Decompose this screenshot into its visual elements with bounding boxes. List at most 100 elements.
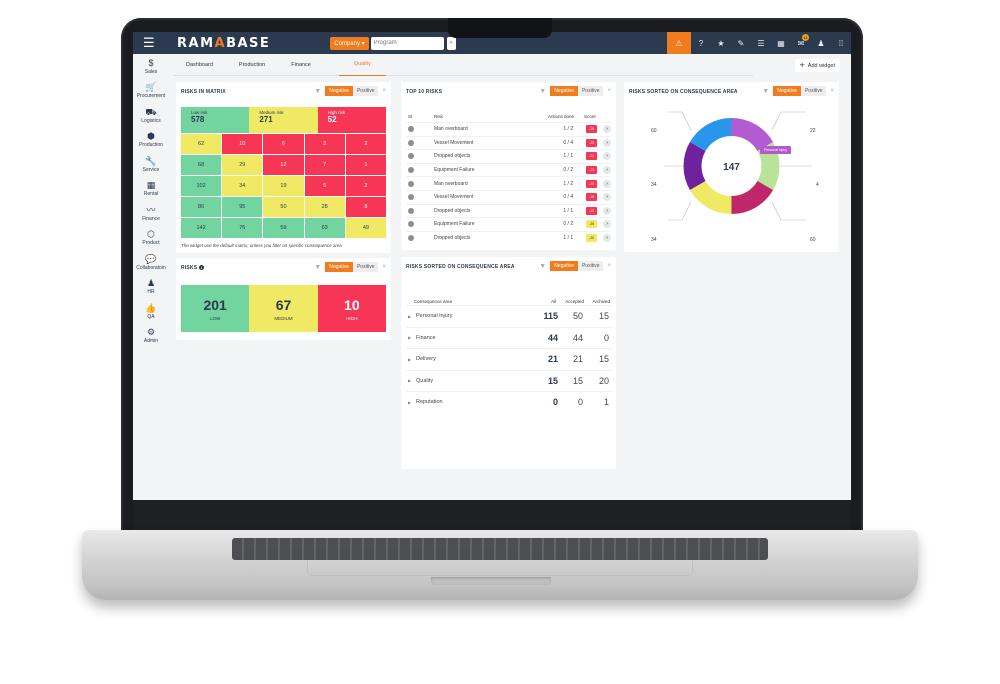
expand-triangle-icon[interactable]: ▶ <box>408 335 412 341</box>
matrix-cell[interactable]: 3 <box>304 134 345 154</box>
matrix-cell[interactable]: 19 <box>263 176 304 196</box>
matrix-cell[interactable]: 59 <box>263 218 304 238</box>
expand-triangle-icon[interactable]: ▶ <box>408 313 412 319</box>
table-row[interactable]: ▶ Personal injury 115 50 15 <box>406 305 611 327</box>
donut-slice[interactable] <box>757 142 780 190</box>
menu-icon[interactable]: ☰ <box>143 35 155 50</box>
filter-icon[interactable]: ▼ <box>314 263 322 271</box>
tab-dashboard[interactable]: Dashboard <box>186 61 213 68</box>
matrix-cell[interactable]: 142 <box>181 218 222 238</box>
chevron-right-icon[interactable]: › <box>603 193 611 202</box>
list-icon[interactable]: ☰ <box>757 38 765 48</box>
table-row[interactable]: Equipment Failure 0 / 2 -23 › <box>406 162 611 177</box>
matrix-cell[interactable]: 2 <box>345 176 386 196</box>
sidebar-item-finance[interactable]: 〰 Finance <box>142 204 160 222</box>
donut-svg[interactable] <box>624 102 839 247</box>
chevron-right-icon[interactable]: › <box>603 138 611 147</box>
sidebar-item-qa[interactable]: 👍 QA <box>145 302 157 320</box>
expand-triangle-icon[interactable]: ▶ <box>408 356 412 362</box>
user-icon[interactable]: ♟ <box>817 38 825 48</box>
matrix-cell[interactable]: 68 <box>181 155 222 175</box>
positive-toggle[interactable]: Positive <box>577 86 604 96</box>
chevron-right-icon[interactable]: › <box>603 179 611 188</box>
table-row[interactable]: Dropped objects 1 / 1 -20 › <box>406 230 611 245</box>
chevron-right-icon[interactable]: › <box>603 166 611 175</box>
matrix-cell[interactable]: 5 <box>304 176 345 196</box>
sidebar-item-logistics[interactable]: ⛟ Logistics <box>141 106 161 124</box>
sidebar-item-production[interactable]: ⬢ Production <box>139 131 163 149</box>
filter-icon[interactable]: ▼ <box>539 87 547 95</box>
risks-low[interactable]: 201 LOW <box>181 285 250 332</box>
warning-icon[interactable]: ⚠ <box>667 32 691 54</box>
negative-toggle[interactable]: Negative <box>773 86 801 96</box>
apps-grid-icon[interactable]: ⁞⁞ <box>838 38 844 48</box>
filter-icon[interactable]: ▼ <box>762 87 770 95</box>
rambase-logo[interactable]: RAMABASE <box>177 35 271 51</box>
chevron-right-icon[interactable]: › <box>603 234 611 243</box>
donut-slice[interactable] <box>731 181 774 214</box>
chevron-right-icon[interactable]: › <box>603 152 611 161</box>
close-icon[interactable]: × <box>607 88 611 94</box>
program-go-button[interactable]: ‹ <box>446 36 456 50</box>
positive-toggle[interactable]: Positive <box>352 262 379 272</box>
close-icon[interactable]: × <box>382 264 386 270</box>
paperclip-icon[interactable]: ✎ <box>737 38 745 48</box>
positive-toggle[interactable]: Positive <box>800 86 827 96</box>
positive-toggle[interactable]: Positive <box>577 261 604 271</box>
matrix-cell[interactable]: 95 <box>222 197 263 217</box>
company-dropdown[interactable]: Company ▾ <box>330 36 369 50</box>
negative-toggle[interactable]: Negative <box>325 262 353 272</box>
table-row[interactable]: ▶ Reputation 0 0 1 <box>406 391 611 413</box>
matrix-cell[interactable]: 6 <box>263 134 304 154</box>
table-row[interactable]: ▶ Quality 15 15 20 <box>406 369 611 392</box>
table-row[interactable]: ▶ Finance 44 44 0 <box>406 326 611 349</box>
table-row[interactable]: Equipment Failure 0 / 2 -25 › <box>406 217 611 231</box>
risks-high[interactable]: 10 HIGH <box>317 285 386 332</box>
matrix-cell[interactable]: 86 <box>181 197 222 217</box>
close-icon[interactable]: × <box>382 88 386 94</box>
expand-triangle-icon[interactable]: ▶ <box>408 378 412 384</box>
sidebar-item-collaboration[interactable]: 💬 Collaboratoin <box>136 253 166 271</box>
table-row[interactable]: Dropped objects 1 / 1 -23 › <box>406 149 611 163</box>
matrix-cell[interactable]: 2 <box>345 134 386 154</box>
table-row[interactable]: Vessel Movement 0 / 4 -25 › <box>406 135 611 150</box>
matrix-cell[interactable]: 29 <box>222 155 263 175</box>
expand-triangle-icon[interactable]: ▶ <box>408 399 412 405</box>
matrix-cell[interactable]: 50 <box>263 197 304 217</box>
matrix-cell[interactable]: 102 <box>181 176 222 196</box>
star-icon[interactable]: ★ <box>717 38 725 48</box>
table-row[interactable]: Man overboard 1 / 2 -20 › <box>406 176 611 190</box>
negative-toggle[interactable]: Negative <box>550 86 578 96</box>
filter-icon[interactable]: ▼ <box>539 262 547 270</box>
close-icon[interactable]: × <box>607 263 611 269</box>
risks-medium[interactable]: 67 MEDIUM <box>249 285 318 332</box>
matrix-cell[interactable]: 12 <box>263 155 304 175</box>
filter-icon[interactable]: ▼ <box>314 87 322 95</box>
tab-quality[interactable]: Quality <box>338 54 386 76</box>
tab-finance[interactable]: Finance <box>291 61 311 68</box>
donut-slice[interactable] <box>689 181 732 214</box>
matrix-cell[interactable]: 63 <box>304 218 345 238</box>
help-icon[interactable]: ? <box>698 38 704 48</box>
chevron-right-icon[interactable]: › <box>603 206 611 215</box>
matrix-cell[interactable]: 49 <box>345 218 386 238</box>
matrix-cell[interactable]: 76 <box>222 218 263 238</box>
matrix-cell[interactable]: 10 <box>222 134 263 154</box>
calendar-icon[interactable]: ▦ <box>777 38 785 48</box>
table-row[interactable]: ▶ Delivery 21 21 15 <box>406 348 611 370</box>
negative-toggle[interactable]: Negative <box>325 86 353 96</box>
sidebar-item-rental[interactable]: ▦ Rental <box>143 180 159 198</box>
negative-toggle[interactable]: Negative <box>550 261 578 271</box>
chevron-right-icon[interactable]: › <box>603 220 611 229</box>
sidebar-item-hr[interactable]: ♟ HR <box>146 278 156 296</box>
sidebar-item-admin[interactable]: ⚙ Admin <box>143 327 159 345</box>
table-row[interactable]: Vessel Movement 0 / 4 -18 › <box>406 189 611 204</box>
sidebar-item-product[interactable]: ⬡ Product <box>142 229 160 247</box>
add-widget-button[interactable]: + Add widget <box>794 59 840 72</box>
matrix-cell[interactable]: 34 <box>222 176 263 196</box>
sidebar-item-sales[interactable]: $ Sales <box>144 57 158 75</box>
table-row[interactable]: Dropped objects 1 / 1 -12 › <box>406 203 611 218</box>
matrix-cell[interactable]: 1 <box>345 155 386 175</box>
matrix-cell[interactable]: 8 <box>345 197 386 217</box>
info-icon[interactable]: i <box>198 265 204 271</box>
